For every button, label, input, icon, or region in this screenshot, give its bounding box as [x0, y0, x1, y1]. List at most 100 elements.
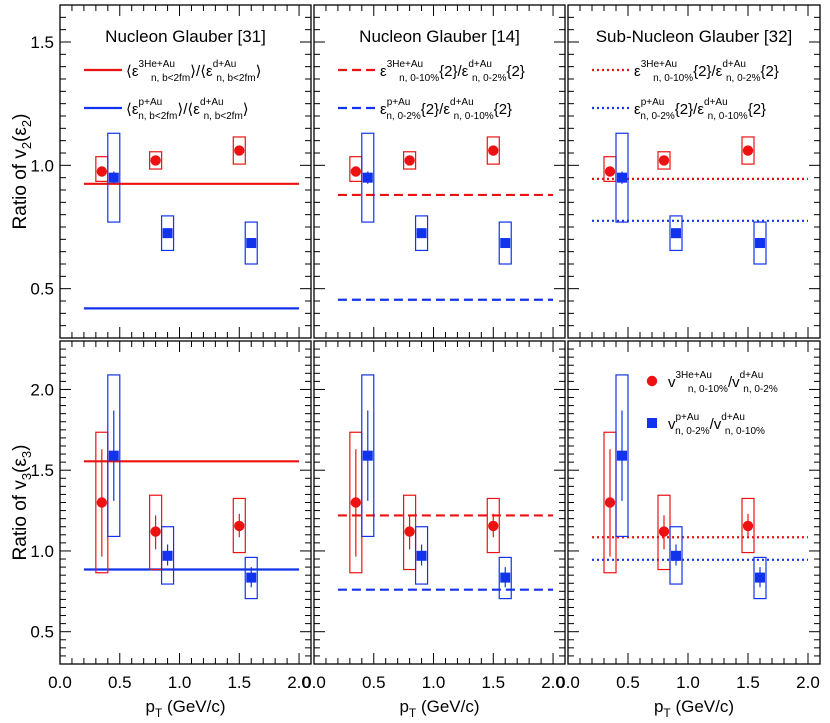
panel-r1-c1-title: Nucleon Glauber [31]	[105, 27, 266, 46]
panel-r2-c2-point-red	[350, 497, 362, 508]
panel-r2-c1: 0.5 1.0 1.5 2.0 0.0 0.5 1.0 1.5 2.0 pT (GeV/c)	[30, 340, 312, 720]
panel-r1-c3-sys-box	[741, 136, 755, 165]
x-tick-label: 1.0	[676, 673, 700, 692]
panel-r1-c3-frame	[567, 4, 821, 339]
x-tick-label: 0.5	[616, 673, 640, 692]
panel-r1-c1-legend-label: ⟨εp+Au n, b<2fm⟩/⟨εd+Au n, b<2fm⟩	[126, 97, 249, 122]
panel-r2-c1-point-red	[234, 520, 245, 532]
panel-r2-c2-point-red	[404, 526, 415, 537]
y-tick-label: 1.5	[30, 33, 54, 52]
y-axis-label-bottom: Ratio of v3(ε3)	[10, 445, 34, 561]
data-legend-marker	[646, 375, 658, 387]
panel-r2-c1-point-red	[96, 497, 108, 508]
x-tick-label: 1.5	[736, 673, 760, 692]
panel-r1-c3-sys-box	[657, 151, 671, 170]
panel-r1-c3-sys-box	[615, 132, 629, 223]
panel-r1-c3-sys-box	[669, 215, 683, 252]
panel-r1-c2-frame	[313, 4, 566, 339]
panel-r1-c2-legend-label: ε3He+Au n, 0-10%{2}/εd+Au n, 0-2%{2}	[380, 59, 525, 84]
x-tick-label: 0.0	[556, 673, 580, 692]
panel-r1-c1: 0.5 1.0 1.5 Nucleon Glauber [31] ⟨ε3He+Au n, …	[30, 4, 312, 339]
y-tick-label: 1.0	[30, 156, 54, 175]
panel-r1-c1-point-red	[234, 145, 245, 156]
x-axis-label: pT (GeV/c)	[399, 697, 479, 718]
panel-r2-c2-sys-box	[486, 497, 500, 554]
panel-r2-c2: 0.0 0.5 1.0 1.5 2.0 pT (GeV/c)	[302, 340, 566, 720]
x-tick-label: 2.0	[287, 673, 311, 692]
x-tick-label: 0.0	[48, 673, 72, 692]
panel-r1-c3-point-blue	[671, 228, 681, 239]
panel-r2-c3-point-blue	[617, 450, 627, 461]
panel-r2-c3-sys-box	[669, 526, 683, 585]
y-tick-label: 0.5	[30, 280, 54, 299]
panel-r1-c3: Sub-Nucleon Glauber [32] ε3He+Au n, 0-10%{…	[567, 4, 821, 339]
panel-r2-c2-sys-box	[414, 526, 429, 585]
panel-r2-c2-point-blue	[500, 572, 511, 583]
y-tick-label: 0.5	[30, 623, 54, 642]
panel-r2-c3-point-blue	[755, 572, 765, 583]
y-tick-label: 2.0	[30, 380, 54, 399]
panel-r1-c1-point-blue	[246, 238, 257, 249]
data-legend-label: v3He+Au n, 0-10%/vd+Au n, 0-2%	[668, 370, 778, 395]
data-legend-marker	[647, 418, 657, 428]
panel-r2-c2-point-red	[488, 520, 499, 532]
panel-r1-c1-sys-box	[107, 132, 121, 223]
panel-r2-c3: 0.0 0.5 1.0 1.5 2.0 pT (GeV/c) v3He+Au n, 0-10%…	[556, 340, 821, 720]
panel-r1-c3-legend-label: ε3He+Au n, 0-10%{2}/εd+Au n, 0-2%{2}	[634, 59, 779, 84]
x-tick-label: 1.5	[227, 673, 251, 692]
panel-r2-c3-point-red	[742, 520, 754, 532]
panel-r1-c1-point-blue	[108, 172, 119, 183]
panel-r2-c1-sys-box	[107, 374, 121, 538]
panel-r1-c1-sys-box	[232, 136, 246, 165]
panel-r1-c3-sys-box	[753, 221, 767, 265]
x-axis-label: pT (GeV/c)	[654, 697, 734, 718]
panel-r2-c1-sys-box	[232, 497, 246, 554]
panel-r2-c2-point-blue	[416, 550, 427, 561]
panel-r2-c2-sys-box	[498, 556, 512, 600]
panel-r1-c3-point-red	[658, 155, 670, 166]
panel-r1-c1-point-red	[150, 155, 161, 166]
y-tick-label: 1.0	[30, 542, 54, 561]
panel-r1-c2-sys-box	[414, 215, 429, 252]
panel-r2-c2-point-blue	[362, 450, 373, 461]
panel-r2-c3-sys-box	[615, 374, 629, 538]
panel-r2-c3-point-blue	[671, 550, 681, 561]
panel-r2-c1-point-red	[150, 526, 161, 537]
x-tick-label: 1.0	[168, 673, 192, 692]
x-tick-label: 2.0	[796, 673, 820, 692]
panel-r1-c3-point-blue	[755, 238, 765, 249]
panel-r1-c2-sys-box	[361, 132, 375, 223]
panel-r1-c2-legend-label: εp+Au n, 0-2%{2}/εd+Au n, 0-10%{2}	[380, 97, 512, 122]
panel-r2-c3-sys-box	[753, 556, 767, 600]
panel-r1-c3-legend-label: εp+Au n, 0-2%{2}/εd+Au n, 0-10%{2}	[634, 97, 766, 122]
panel-r2-c1-sys-box	[160, 526, 175, 585]
y-axis-label-top: Ratio of v2(ε2)	[10, 114, 34, 230]
panel-r1-c1-point-blue	[162, 228, 173, 239]
panel-r1-c3-point-blue	[617, 172, 627, 183]
panel-r2-c3-sys-box	[741, 497, 755, 554]
x-tick-label: 0.5	[362, 673, 386, 692]
panel-r1-c3-title: Sub-Nucleon Glauber [32]	[596, 27, 793, 46]
x-tick-label: 0.0	[302, 673, 326, 692]
x-tick-label: 0.5	[108, 673, 132, 692]
panel-r2-c1-point-blue	[162, 550, 173, 561]
panel-r1-c1-sys-box	[244, 221, 258, 265]
y-tick-label: 1.5	[30, 461, 54, 480]
panel-r2-c2-sys-box	[361, 374, 375, 538]
panel-r1-c2-point-red	[488, 145, 499, 156]
panel-r2-c1-point-blue	[246, 572, 257, 583]
panel-r1-c2: Nucleon Glauber [14] ε3He+Au n, 0-10%{2}/ε…	[313, 4, 566, 339]
x-tick-label: 1.5	[481, 673, 505, 692]
panel-r2-c1-point-blue	[108, 450, 119, 461]
panel-r1-c1-legend-label: ⟨ε3He+Au n, b<2fm⟩/⟨εd+Au n, b<2fm⟩	[126, 59, 261, 84]
x-tick-label: 2.0	[541, 673, 565, 692]
panel-r1-c1-frame	[59, 4, 312, 339]
panel-r1-c2-point-blue	[416, 228, 427, 239]
panel-r1-c2-sys-box	[498, 221, 512, 265]
panel-r2-c3-point-red	[604, 497, 616, 508]
panel-r2-c3-point-red	[658, 526, 670, 537]
panel-r1-c1-sys-box	[160, 215, 175, 252]
panel-r1-c3-point-red	[742, 145, 754, 156]
panel-r1-c2-sys-box	[486, 136, 500, 165]
